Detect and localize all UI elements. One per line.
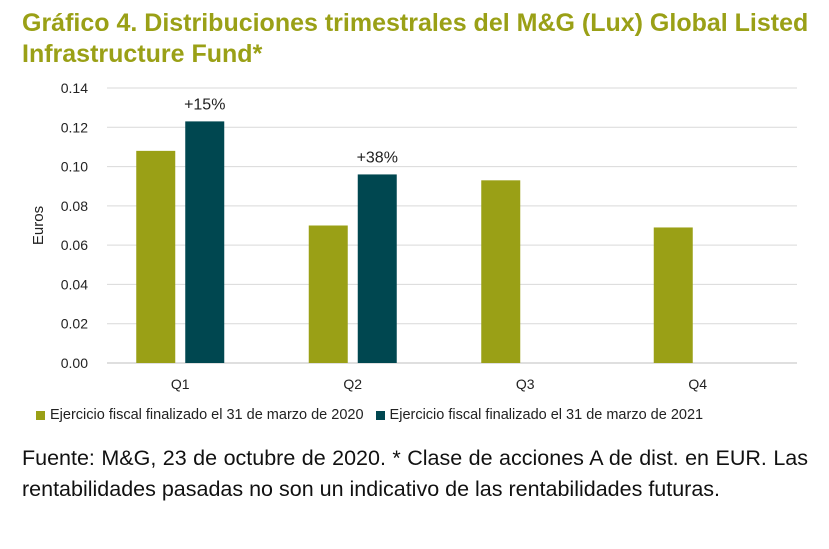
legend-swatch-2020 — [36, 410, 45, 420]
y-tick-label: 0.02 — [61, 316, 88, 332]
legend: Ejercicio fiscal finalizado el 31 de mar… — [36, 407, 715, 423]
legend-item-2021: Ejercicio fiscal finalizado el 31 de mar… — [375, 407, 704, 423]
bar-q4-series-0 — [653, 227, 693, 363]
legend-item-2020: Ejercicio fiscal finalizado el 31 de mar… — [36, 407, 364, 423]
legend-swatch-2021 — [375, 410, 385, 420]
y-tick-label: 0.04 — [61, 276, 88, 292]
y-tick-label: 0.06 — [61, 237, 88, 253]
legend-label-2021: Ejercicio fiscal finalizado el 31 de mar… — [389, 407, 704, 423]
bar-q3-series-0 — [481, 180, 521, 363]
y-tick-label: 0.00 — [61, 355, 88, 371]
bar-q2-series-0 — [308, 225, 348, 363]
bar-chart: 0.00 0.02 0.04 0.06 0.08 0.10 0.12 0.14 Euros Q1 Q… — [30, 80, 797, 392]
y-tick-label: 0.10 — [61, 159, 88, 175]
x-tick-label: Q3 — [516, 376, 535, 392]
bar-q2-series-1 — [357, 174, 397, 363]
annotation-q1: +15% — [184, 96, 225, 113]
source-note: Fuente: M&G, 23 de octubre de 2020. * Cl… — [22, 446, 808, 501]
y-tick-label: 0.14 — [61, 80, 88, 96]
y-tick-label: 0.12 — [61, 119, 88, 135]
bar-q1-series-1 — [185, 121, 225, 364]
x-tick-label: Q2 — [343, 376, 362, 392]
x-tick-label: Q4 — [688, 376, 707, 392]
bar-q1-series-0 — [136, 150, 176, 363]
legend-label-2020: Ejercicio fiscal finalizado el 31 de mar… — [50, 407, 364, 423]
chart-title: Gráfico 4. Distribuciones trimestrales d… — [22, 9, 809, 68]
y-axis-label: Euros — [30, 206, 47, 245]
y-tick-label: 0.08 — [61, 198, 88, 214]
x-tick-label: Q1 — [171, 376, 190, 392]
annotation-q2: +38% — [357, 149, 398, 166]
